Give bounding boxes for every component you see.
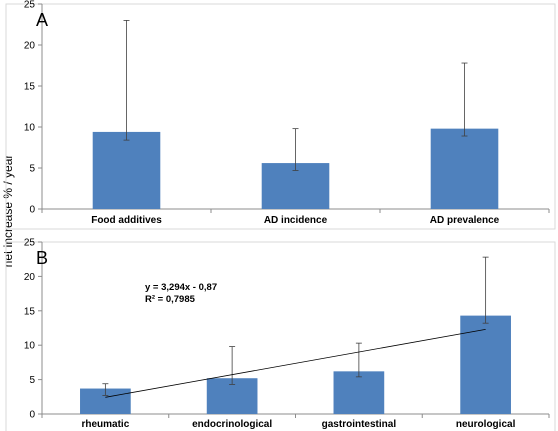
- bar-food-additives: [92, 131, 161, 209]
- trendline-equation: y = 3,294x - 0,87: [145, 282, 217, 293]
- panel-b: 0 5 10 15 20 25 rheumatic endocrinological gastr…: [5, 238, 556, 431]
- y-tick-label: 5: [29, 375, 35, 386]
- panel-frame: [5, 3, 556, 230]
- y-tick-label: 25: [24, 0, 36, 11]
- panel-label: A: [36, 10, 48, 30]
- x-category-label: AD prevalence: [430, 215, 500, 226]
- y-tick-label: 0: [29, 205, 35, 216]
- x-category-label: endocrinological: [192, 419, 272, 430]
- bar-gastrointestinal: [333, 371, 385, 414]
- panel-a: 0 5 10 15 20 25 Food additives AD incidence AD p…: [5, 0, 556, 230]
- y-tick-label: 0: [29, 410, 35, 421]
- y-tick-label: 10: [24, 123, 36, 134]
- x-category-label: AD incidence: [264, 215, 328, 226]
- x-category-label: neurological: [456, 419, 516, 430]
- bar-ad-prevalence: [430, 128, 499, 209]
- y-tick-label: 20: [24, 41, 36, 52]
- y-tick-label: 10: [24, 341, 36, 352]
- y-tick-label: 15: [24, 306, 36, 317]
- y-tick-label: 5: [29, 164, 35, 175]
- bar-neurological: [460, 315, 511, 414]
- panel-frame: [5, 241, 556, 431]
- x-category-label: Food additives: [91, 215, 162, 226]
- y-tick-label: 15: [24, 82, 36, 93]
- y-axis-label: net increase % / year: [1, 155, 15, 268]
- trendline-r-squared: R² = 0,7985: [145, 294, 196, 305]
- y-tick-label: 20: [24, 272, 36, 283]
- y-tick-label: 25: [24, 238, 36, 249]
- x-category-label: rheumatic: [81, 419, 129, 430]
- x-category-label: gastrointestinal: [322, 419, 397, 430]
- panel-label: B: [36, 248, 48, 268]
- trendline: [105, 328, 486, 398]
